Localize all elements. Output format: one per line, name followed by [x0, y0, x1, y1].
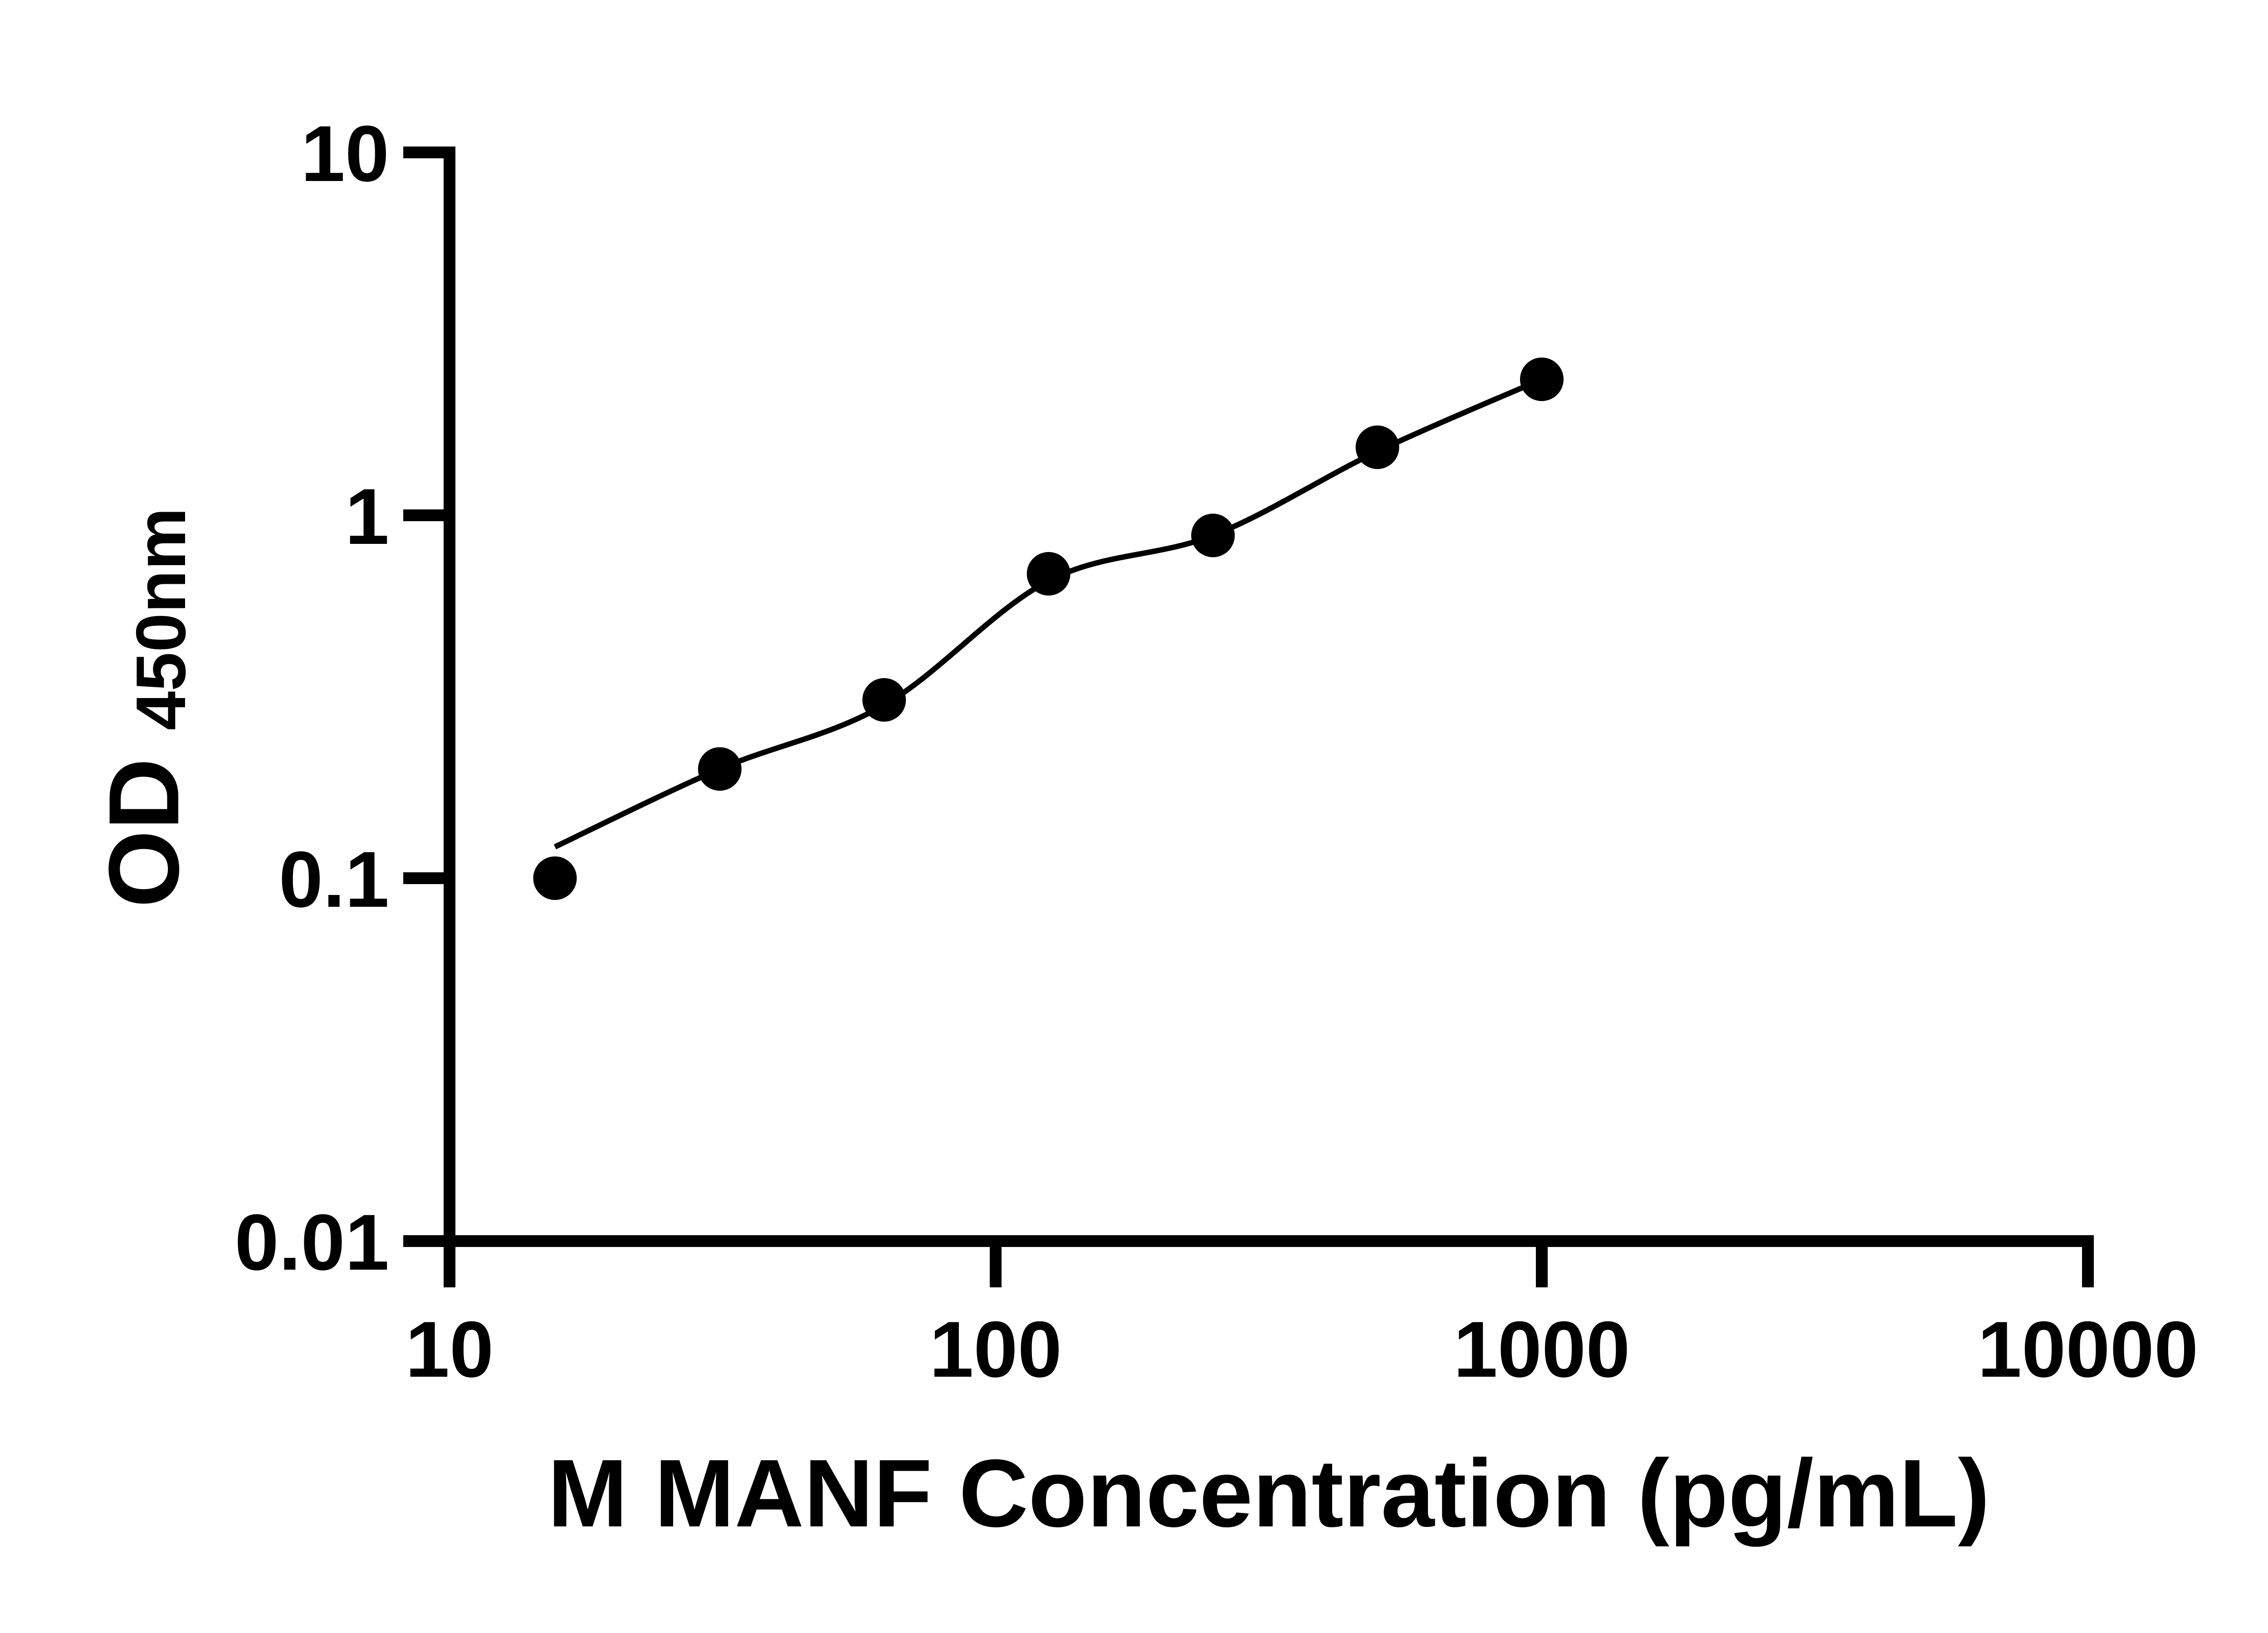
- y-axis-title-subscript: 450nm: [122, 508, 200, 730]
- x-tick-labels: 10 100 1000 10000: [406, 1305, 2199, 1394]
- data-series: [533, 357, 1564, 900]
- y-tick-label: 10: [301, 110, 389, 198]
- y-axis-title-main: OD: [88, 758, 200, 908]
- data-point: [533, 856, 577, 900]
- x-tick-label: 1000: [1453, 1305, 1630, 1394]
- y-tick-label: 0.1: [279, 836, 389, 924]
- data-point: [862, 678, 906, 722]
- data-point: [1026, 552, 1070, 596]
- axes: [403, 147, 2094, 1287]
- x-tick-label: 10000: [1978, 1305, 2199, 1394]
- data-point: [1520, 357, 1564, 401]
- x-tick-label: 100: [929, 1305, 1062, 1394]
- data-point: [1191, 513, 1235, 557]
- data-point: [698, 747, 742, 791]
- data-point: [1355, 425, 1399, 469]
- y-tick-label: 0.01: [235, 1198, 389, 1287]
- y-axis-title: OD 450nm: [88, 508, 200, 908]
- x-axis-title: M MANF Concentration (pg/mL): [547, 1439, 1990, 1547]
- y-tick-labels: 10 1 0.1 0.01: [235, 110, 389, 1287]
- y-tick-label: 1: [345, 473, 389, 561]
- x-tick-label: 10: [406, 1305, 494, 1394]
